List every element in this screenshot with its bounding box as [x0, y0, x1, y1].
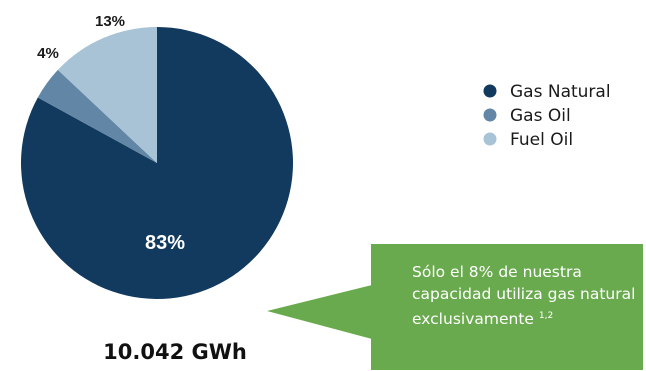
slice-label-gas-oil: 4% — [37, 45, 59, 62]
slice-label-gas-natural: 83% — [145, 232, 185, 254]
pie-slices — [20, 27, 293, 299]
legend-label-fuel-oil: Fuel Oil — [510, 130, 573, 150]
slice-labels: 83% 4% 13% — [37, 13, 185, 254]
callout-pointer — [267, 285, 372, 339]
legend-marker-gas-natural — [483, 84, 497, 98]
callout-message: Sólo el 8% de nuestra capacidad utiliza … — [412, 263, 636, 328]
pie-slice-gas-oil — [37, 69, 157, 163]
callout-text: Sólo el 8% de nuestra capacidad utiliza … — [412, 261, 638, 330]
total-energy-label: 10.042 GWh — [103, 340, 247, 364]
pie-slice-fuel-oil — [57, 27, 157, 163]
legend-marker-gas-oil — [483, 108, 497, 122]
callout-footnote: 1,2 — [538, 311, 554, 321]
legend-marker-fuel-oil — [483, 132, 497, 146]
legend: Gas Natural Gas Oil Fuel Oil — [483, 82, 611, 150]
legend-label-gas-natural: Gas Natural — [510, 82, 611, 102]
callout-box: Sólo el 8% de nuestra capacidad utiliza … — [371, 244, 643, 370]
pie-slice-gas-natural — [20, 27, 293, 299]
slice-label-fuel-oil: 13% — [95, 13, 125, 30]
legend-label-gas-oil: Gas Oil — [510, 106, 571, 126]
